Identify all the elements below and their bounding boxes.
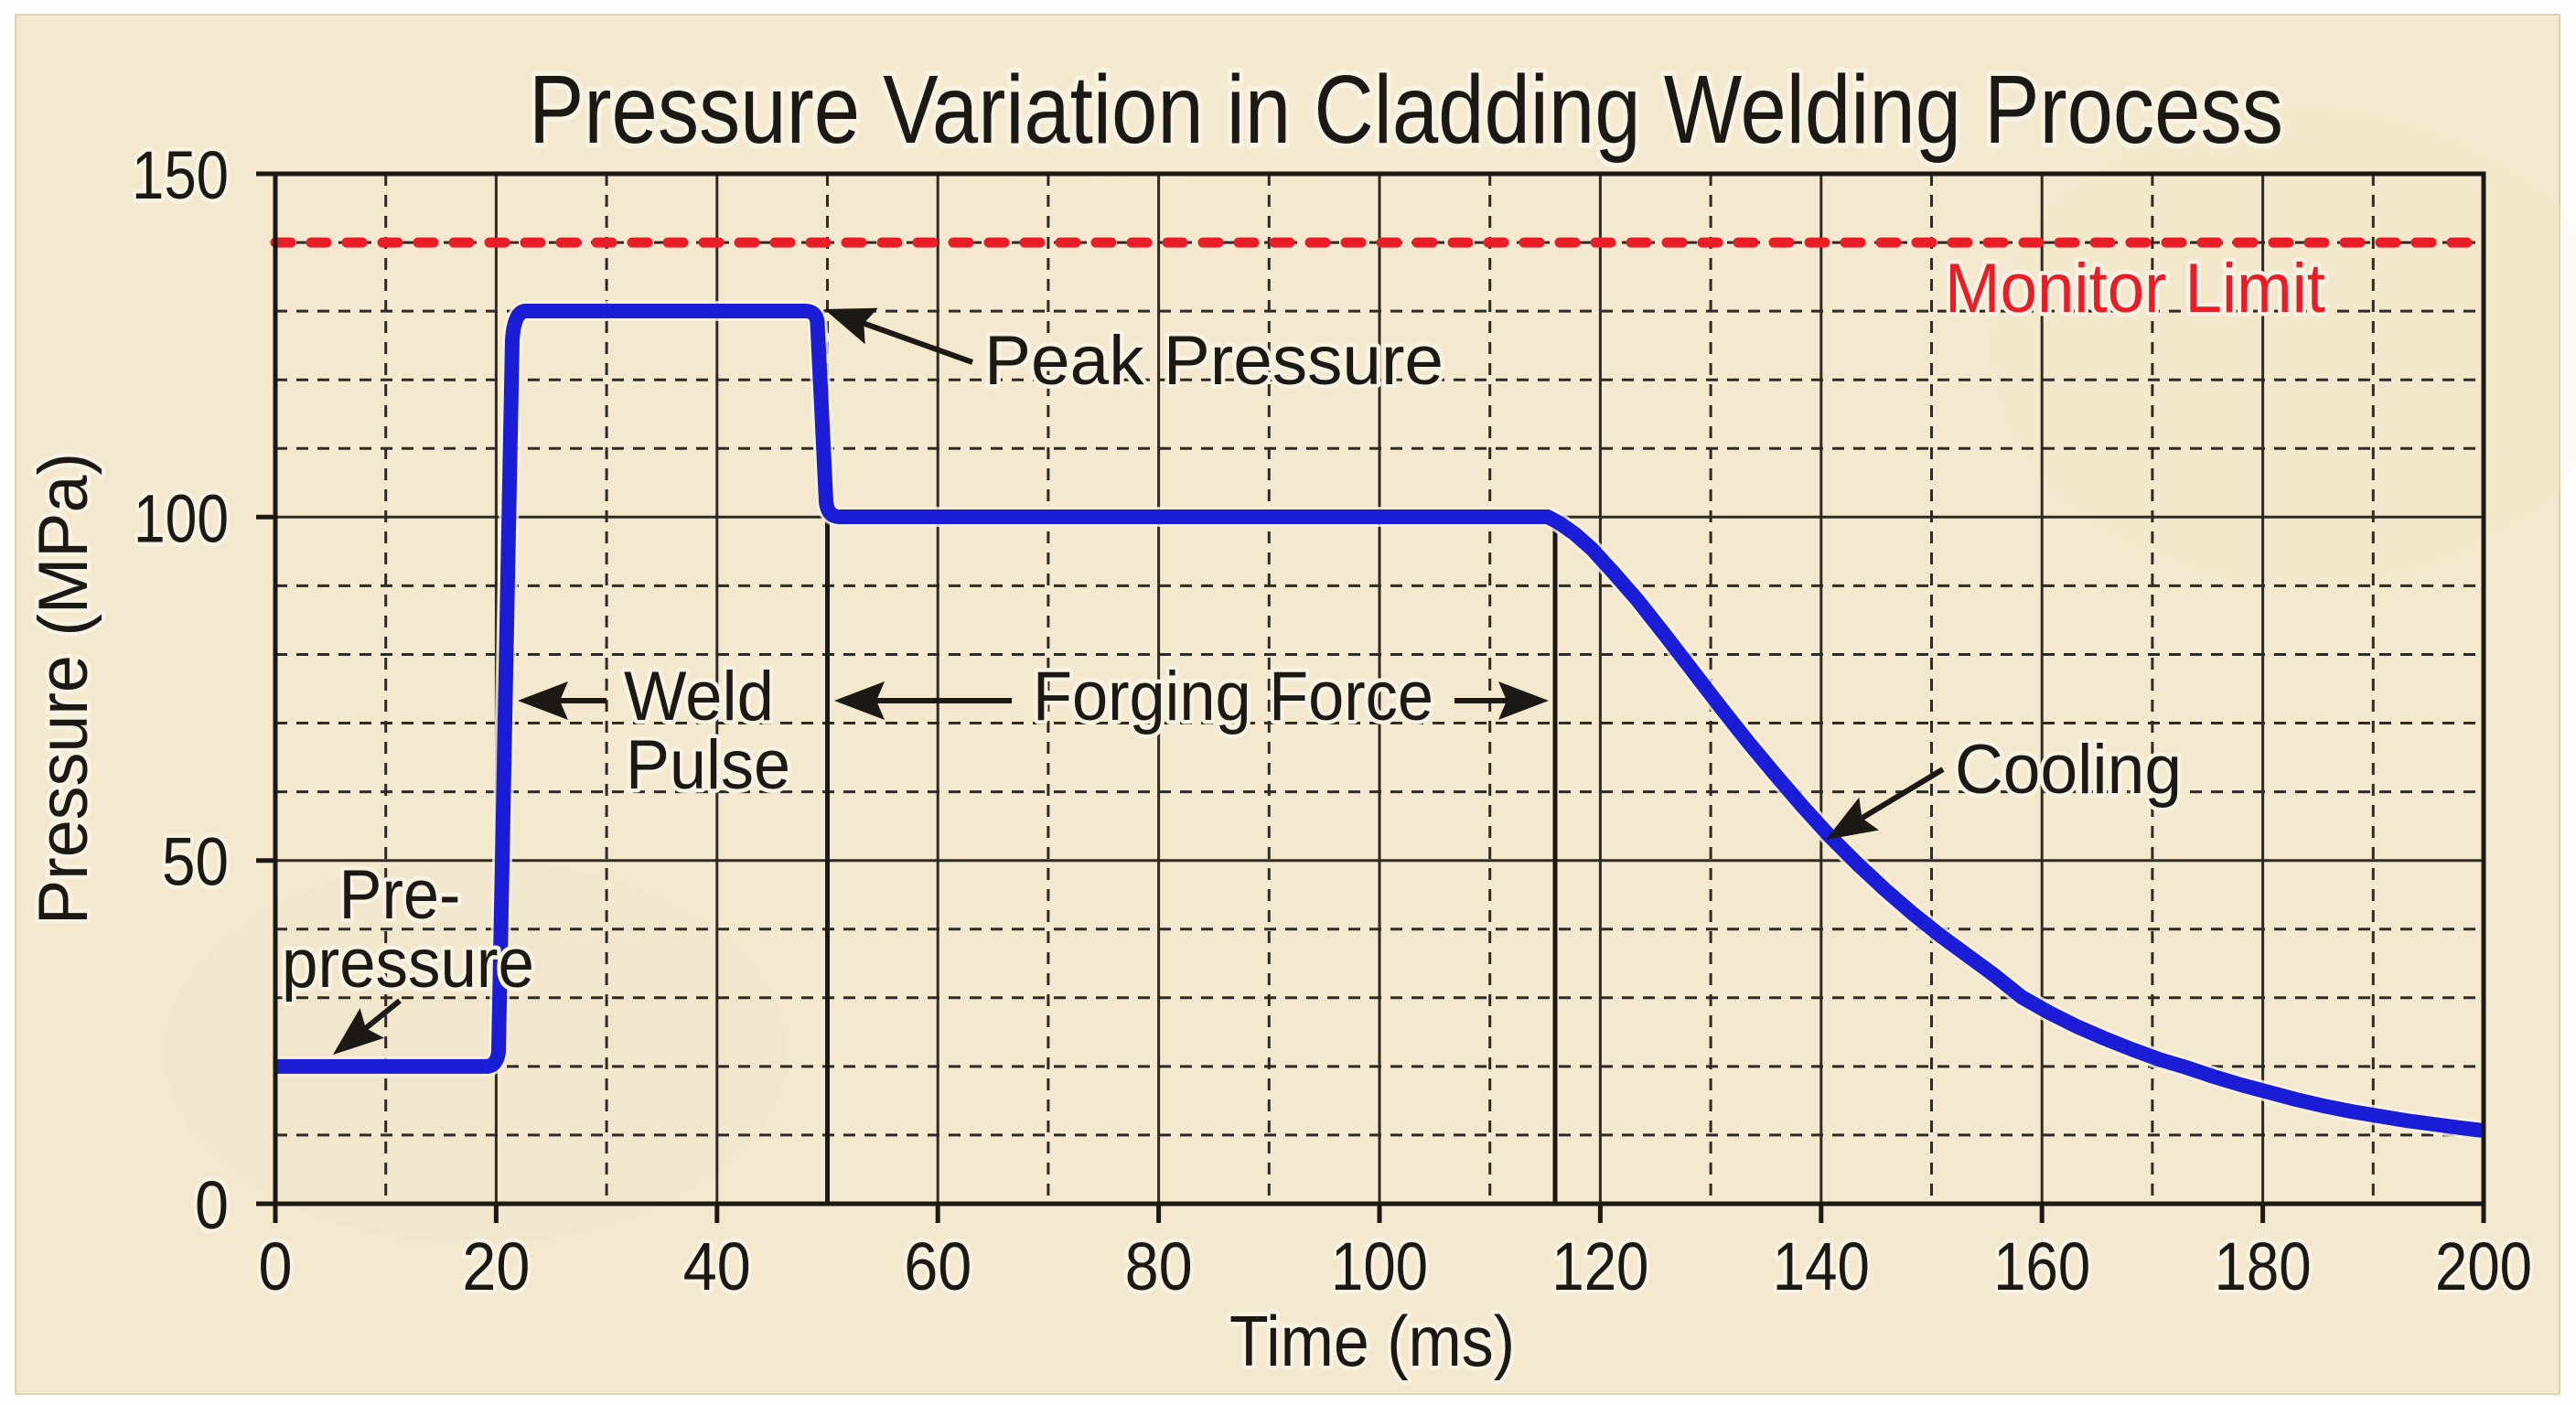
- svg-text:140: 140: [1773, 1228, 1870, 1304]
- svg-text:Pressure (MPa): Pressure (MPa): [25, 453, 102, 925]
- svg-text:180: 180: [2215, 1228, 2312, 1304]
- svg-text:200: 200: [2435, 1228, 2532, 1304]
- svg-text:150: 150: [132, 137, 229, 213]
- svg-text:Pressure Variation in Cladding: Pressure Variation in Cladding Welding P…: [529, 56, 2283, 164]
- svg-text:Monitor Limit: Monitor Limit: [1945, 250, 2325, 327]
- svg-text:Weld: Weld: [624, 658, 774, 735]
- svg-text:Pre-: Pre-: [339, 856, 461, 934]
- svg-text:0: 0: [259, 1228, 293, 1304]
- svg-text:20: 20: [462, 1228, 530, 1304]
- svg-text:0: 0: [195, 1167, 229, 1243]
- svg-text:Pulse: Pulse: [626, 726, 790, 804]
- svg-text:Forging Force: Forging Force: [1033, 658, 1433, 735]
- svg-text:Peak Pressure: Peak Pressure: [984, 322, 1444, 400]
- svg-text:pressure: pressure: [282, 925, 534, 1003]
- svg-text:120: 120: [1551, 1228, 1648, 1304]
- svg-text:160: 160: [1993, 1228, 2090, 1304]
- svg-text:100: 100: [134, 480, 229, 556]
- svg-text:100: 100: [1331, 1228, 1428, 1304]
- svg-text:80: 80: [1125, 1228, 1193, 1304]
- svg-text:40: 40: [683, 1228, 751, 1304]
- svg-text:50: 50: [162, 824, 229, 900]
- svg-text:Cooling: Cooling: [1955, 731, 2182, 809]
- svg-text:60: 60: [904, 1228, 971, 1304]
- svg-text:Time (ms): Time (ms): [1229, 1301, 1515, 1381]
